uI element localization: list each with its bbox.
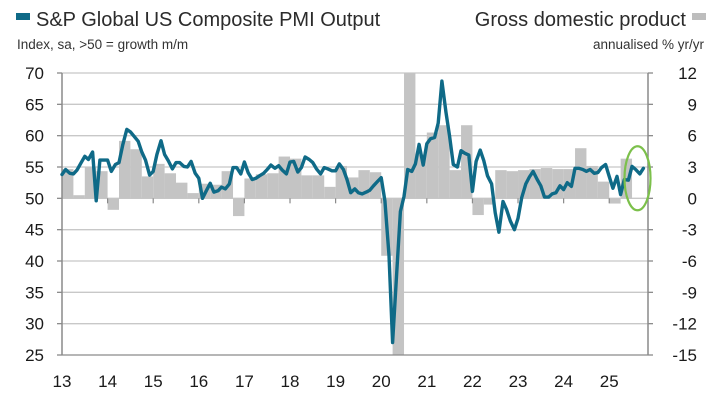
x-tick-label: 19 <box>326 372 345 391</box>
chart-subtitle-gdp: annualised % yr/yr <box>592 37 704 52</box>
y-left-tick-label: 45 <box>25 221 44 240</box>
gdp-bar <box>335 165 348 199</box>
legend-label-pmi: S&P Global US Composite PMI Output <box>36 9 381 31</box>
chart-title-gdp: Gross domestic product <box>475 9 706 32</box>
gdp-bar <box>130 149 142 199</box>
gdp-bar <box>244 178 256 199</box>
x-tick-label: 15 <box>144 372 163 391</box>
y-right-tick-label: 0 <box>688 189 697 208</box>
gdp-bar <box>301 175 313 199</box>
gdp-bar <box>153 163 165 199</box>
gdp-bar <box>461 125 473 199</box>
gdp-bars <box>62 73 633 355</box>
y-right-tick-label: 12 <box>678 64 697 83</box>
x-tick-label: 22 <box>463 372 482 391</box>
gdp-bar <box>609 198 621 204</box>
gdp-bar <box>107 198 120 210</box>
gdp-bar <box>449 170 462 199</box>
gdp-bar <box>324 186 336 199</box>
x-tick-label: 17 <box>235 372 254 391</box>
gdp-bar <box>404 73 416 199</box>
gdp-bar <box>187 193 199 199</box>
y-left-tick-label: 40 <box>25 252 44 271</box>
gdp-bar <box>278 156 291 199</box>
axes <box>57 72 653 356</box>
gdp-bar <box>176 182 188 199</box>
gdp-bar <box>472 198 484 216</box>
gdp-bar <box>347 177 359 199</box>
gdp-bar <box>164 173 177 199</box>
y-left-tick-label: 60 <box>25 127 44 146</box>
x-tick-label: 21 <box>417 372 436 391</box>
y-right-tick-label: -9 <box>682 283 697 302</box>
gdp-bar <box>586 165 598 199</box>
gdp-bar <box>141 176 154 199</box>
gdp-bar <box>73 195 85 199</box>
gdp-bar <box>575 148 587 199</box>
legend-swatch-gdp <box>692 13 706 21</box>
y-left-tick-label: 55 <box>25 158 44 177</box>
gdp-bar <box>255 174 268 199</box>
gdp-bar <box>96 171 108 199</box>
x-tick-label: 14 <box>98 372 117 391</box>
tick-labels: 70656055504540353025129630-3-6-9-12-1513… <box>25 64 697 391</box>
y-right-tick-label: 9 <box>688 95 697 114</box>
gdp-bar <box>495 170 507 199</box>
y-right-tick-label: -3 <box>682 221 697 240</box>
gdp-bar <box>392 198 405 355</box>
y-left-tick-label: 30 <box>25 315 44 334</box>
y-left-tick-label: 70 <box>25 64 44 83</box>
x-tick-label: 25 <box>600 372 619 391</box>
x-tick-label: 23 <box>509 372 528 391</box>
gdp-bar <box>529 169 541 199</box>
y-right-tick-label: 6 <box>688 127 697 146</box>
gdp-bar <box>518 170 530 199</box>
legend-swatch-pmi <box>16 13 30 21</box>
gdp-bar <box>358 170 370 199</box>
gdp-bar <box>506 171 519 199</box>
chart-subtitle-pmi: Index, sa, >50 = growth m/m <box>17 37 189 52</box>
y-left-tick-label: 65 <box>25 95 44 114</box>
legend-label-gdp: Gross domestic product <box>474 9 686 31</box>
gridlines <box>62 72 648 325</box>
y-left-tick-label: 25 <box>25 346 44 365</box>
gdp-bar <box>552 169 564 199</box>
chart-title-pmi: S&P Global US Composite PMI Output <box>16 9 380 32</box>
gdp-bar <box>438 125 450 199</box>
x-tick-label: 18 <box>281 372 300 391</box>
gdp-bar <box>312 175 325 199</box>
highlight-ellipse <box>623 145 652 212</box>
gdp-bar <box>84 167 97 199</box>
gdp-bar <box>290 158 302 199</box>
y-right-tick-label: -12 <box>672 315 697 334</box>
y-right-tick-label: -6 <box>682 252 697 271</box>
gdp-bar <box>483 198 496 205</box>
x-tick-label: 20 <box>372 372 391 391</box>
x-tick-label: 24 <box>554 372 573 391</box>
y-right-tick-label: 3 <box>688 158 697 177</box>
gdp-bar <box>540 168 553 199</box>
gdp-bar <box>426 132 439 199</box>
x-tick-label: 16 <box>189 372 208 391</box>
y-right-tick-label: -15 <box>672 346 697 365</box>
x-tick-label: 13 <box>53 372 72 391</box>
gdp-bar <box>119 140 131 199</box>
gdp-bar <box>233 198 245 217</box>
gdp-bar <box>415 154 427 199</box>
y-left-tick-label: 50 <box>25 189 44 208</box>
pmi-line <box>60 79 646 345</box>
gdp-bar <box>62 169 74 199</box>
y-left-tick-label: 35 <box>25 283 44 302</box>
gdp-bar <box>267 173 279 199</box>
gdp-bar <box>597 181 610 199</box>
